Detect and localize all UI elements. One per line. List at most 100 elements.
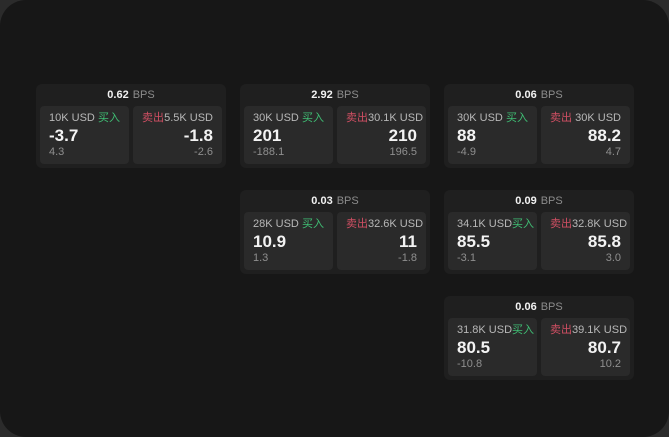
- buy-size: 30K USD: [457, 112, 503, 124]
- sell-price: 85.8: [587, 231, 621, 251]
- sell-side-label: 卖出: [346, 218, 368, 230]
- buy-panel-top: 10K USD 买入: [49, 113, 120, 124]
- buy-size: 30K USD: [253, 112, 299, 124]
- spread-header: 0.06 BPS: [444, 84, 634, 106]
- quote-panels: 31.8K USD 买入 80.5 -10.8 卖出 39.1K USD 80.…: [444, 318, 634, 380]
- sell-price: -1.8: [183, 125, 213, 145]
- quote-card: 0.06 BPS 30K USD 买入 88 -4.9 卖出 30K USD: [444, 84, 634, 168]
- buy-side-label: 买入: [302, 112, 324, 124]
- spread-unit-label: BPS: [540, 194, 563, 207]
- sell-panel[interactable]: 卖出 39.1K USD 80.7 10.2: [541, 318, 630, 376]
- quote-panels: 30K USD 买入 88 -4.9 卖出 30K USD 88.2 4.7: [444, 106, 634, 168]
- buy-panel[interactable]: 30K USD 买入 201 -188.1: [244, 106, 333, 164]
- buy-sub-value: 4.3: [49, 146, 65, 158]
- sell-size: 30.1K USD: [368, 112, 424, 124]
- buy-side-label: 买入: [98, 112, 120, 124]
- sell-panel[interactable]: 卖出 32.6K USD 11 -1.8: [337, 212, 426, 270]
- buy-side-label: 买入: [506, 112, 528, 124]
- sell-price: 88.2: [587, 125, 621, 145]
- buy-panel-top: 30K USD 买入: [457, 113, 528, 124]
- sell-sub-value: 196.5: [389, 146, 417, 158]
- buy-panel[interactable]: 28K USD 买入 10.9 1.3: [244, 212, 333, 270]
- quote-card: 2.92 BPS 30K USD 买入 201 -188.1 卖出 30.1K …: [240, 84, 430, 168]
- buy-price: 201: [253, 125, 282, 145]
- sell-panel-top: 卖出 39.1K USD: [550, 324, 627, 336]
- sell-panel[interactable]: 卖出 30.1K USD 210 196.5: [337, 106, 426, 164]
- buy-panel-top: 30K USD 买入: [253, 113, 324, 124]
- buy-panel-top: 31.8K USD 买入: [457, 324, 534, 336]
- sell-size: 30K USD: [575, 112, 621, 124]
- spread-value: 0.06: [515, 88, 537, 101]
- sell-side-label: 卖出: [142, 112, 164, 124]
- quote-card: 0.09 BPS 34.1K USD 买入 85.5 -3.1 卖出 32.8K…: [444, 190, 634, 274]
- sell-panel-top: 卖出 30K USD: [550, 113, 621, 124]
- sell-sub-value: -1.8: [398, 252, 417, 264]
- buy-size: 10K USD: [49, 112, 95, 124]
- sell-price: 11: [399, 231, 417, 251]
- spread-unit-label: BPS: [540, 300, 563, 313]
- buy-sub-value: -10.8: [457, 358, 483, 370]
- spread-header: 2.92 BPS: [240, 84, 430, 106]
- sell-panel-top: 卖出 32.8K USD: [550, 218, 627, 230]
- sell-panel-top: 卖出 5.5K USD: [142, 113, 213, 124]
- sell-sub-value: 10.2: [599, 358, 621, 370]
- sell-size: 39.1K USD: [572, 324, 628, 336]
- quote-card: 0.06 BPS 31.8K USD 买入 80.5 -10.8 卖出 39.1…: [444, 296, 634, 380]
- quote-panels: 28K USD 买入 10.9 1.3 卖出 32.6K USD 11 -1.8: [240, 212, 430, 274]
- buy-size: 28K USD: [253, 218, 299, 230]
- buy-panel-top: 28K USD 买入: [253, 219, 324, 230]
- buy-price: 80.5: [457, 337, 491, 357]
- spread-header: 0.09 BPS: [444, 190, 634, 212]
- spread-header: 0.03 BPS: [240, 190, 430, 212]
- spread-unit-label: BPS: [540, 88, 563, 101]
- buy-panel[interactable]: 31.8K USD 买入 80.5 -10.8: [448, 318, 537, 376]
- buy-side-label: 买入: [302, 218, 324, 230]
- sell-size: 32.6K USD: [368, 218, 424, 230]
- spread-value: 0.06: [515, 300, 537, 313]
- buy-panel[interactable]: 30K USD 买入 88 -4.9: [448, 106, 537, 164]
- quote-panels: 34.1K USD 买入 85.5 -3.1 卖出 32.8K USD 85.8…: [444, 212, 634, 274]
- sell-panel[interactable]: 卖出 32.8K USD 85.8 3.0: [541, 212, 630, 270]
- sell-panel-top: 卖出 32.6K USD: [346, 218, 423, 230]
- sell-side-label: 卖出: [346, 112, 368, 124]
- quote-card: 0.62 BPS 10K USD 买入 -3.7 4.3 卖出 5.5K USD: [36, 84, 226, 168]
- buy-panel-top: 34.1K USD 买入: [457, 218, 534, 230]
- buy-sub-value: 1.3: [253, 252, 269, 264]
- spread-unit-label: BPS: [336, 88, 359, 101]
- buy-size: 31.8K USD: [457, 324, 513, 336]
- buy-price: 85.5: [457, 231, 491, 251]
- spread-value: 0.62: [107, 88, 129, 101]
- buy-size: 34.1K USD: [457, 218, 513, 230]
- sell-sub-value: -2.6: [194, 146, 213, 158]
- spread-header: 0.62 BPS: [36, 84, 226, 106]
- buy-sub-value: -4.9: [457, 146, 476, 158]
- quote-panels: 10K USD 买入 -3.7 4.3 卖出 5.5K USD -1.8 -2.…: [36, 106, 226, 168]
- sell-panel-top: 卖出 30.1K USD: [346, 112, 423, 124]
- sell-size: 32.8K USD: [572, 218, 628, 230]
- quote-grid: 0.62 BPS 10K USD 买入 -3.7 4.3 卖出 5.5K USD: [36, 84, 634, 380]
- buy-sub-value: -188.1: [253, 146, 285, 158]
- spread-unit-label: BPS: [132, 88, 155, 101]
- sell-side-label: 卖出: [550, 324, 572, 336]
- quote-card: 0.03 BPS 28K USD 买入 10.9 1.3 卖出 32.6K US…: [240, 190, 430, 274]
- sell-price: 80.7: [587, 337, 621, 357]
- buy-panel[interactable]: 34.1K USD 买入 85.5 -3.1: [448, 212, 537, 270]
- buy-side-label: 买入: [512, 324, 535, 336]
- sell-side-label: 卖出: [550, 218, 572, 230]
- sell-side-label: 卖出: [550, 112, 572, 124]
- spread-value: 0.09: [515, 194, 537, 207]
- buy-panel[interactable]: 10K USD 买入 -3.7 4.3: [40, 106, 129, 164]
- buy-price: -3.7: [49, 125, 79, 145]
- buy-sub-value: -3.1: [457, 252, 476, 264]
- spread-value: 0.03: [311, 194, 333, 207]
- buy-price: 10.9: [253, 231, 287, 251]
- sell-panel[interactable]: 卖出 5.5K USD -1.8 -2.6: [133, 106, 222, 164]
- spread-value: 2.92: [311, 88, 333, 101]
- spread-unit-label: BPS: [336, 194, 359, 207]
- sell-sub-value: 3.0: [605, 252, 621, 264]
- sell-price: 210: [388, 125, 417, 145]
- sell-sub-value: 4.7: [605, 146, 621, 158]
- spread-header: 0.06 BPS: [444, 296, 634, 318]
- sell-panel[interactable]: 卖出 30K USD 88.2 4.7: [541, 106, 630, 164]
